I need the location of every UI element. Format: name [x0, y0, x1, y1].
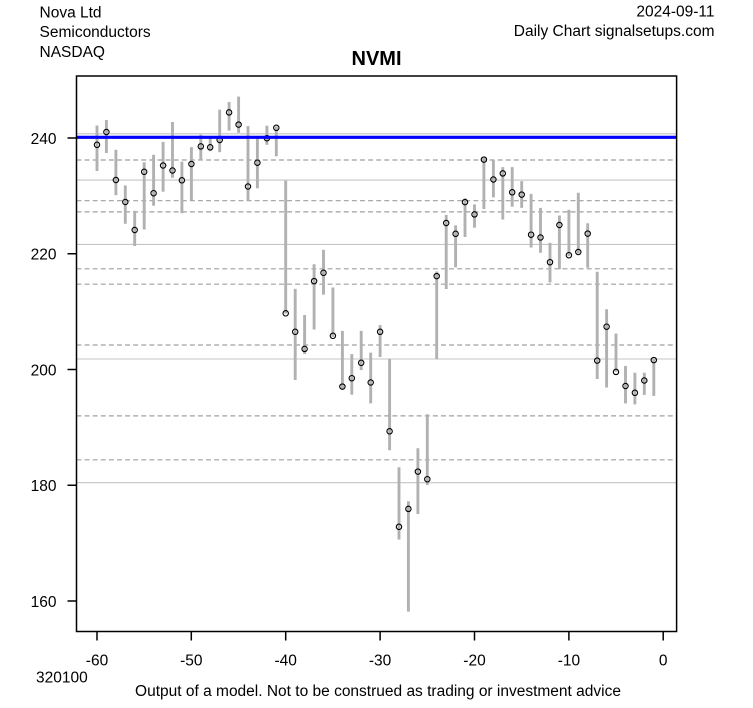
svg-text:0: 0 — [659, 653, 668, 670]
svg-text:Semiconductors: Semiconductors — [40, 24, 151, 41]
svg-text:-10: -10 — [558, 653, 581, 670]
svg-text:240: 240 — [31, 131, 57, 148]
svg-text:-50: -50 — [180, 653, 203, 670]
svg-text:180: 180 — [31, 478, 57, 495]
svg-text:220: 220 — [31, 247, 57, 264]
svg-text:Output of a model. Not to be c: Output of a model. Not to be construed a… — [135, 683, 621, 700]
svg-text:NASDAQ: NASDAQ — [40, 44, 105, 61]
svg-text:200: 200 — [31, 362, 57, 379]
svg-text:Nova Ltd: Nova Ltd — [40, 5, 102, 22]
svg-text:NVMI: NVMI — [352, 48, 402, 70]
svg-text:-60: -60 — [86, 653, 109, 670]
svg-text:Daily Chart signalsetups.com: Daily Chart signalsetups.com — [514, 23, 715, 40]
svg-text:320100: 320100 — [36, 670, 88, 687]
svg-text:-30: -30 — [369, 653, 392, 670]
svg-text:2024-09-11: 2024-09-11 — [636, 4, 714, 21]
svg-text:-40: -40 — [274, 653, 297, 670]
svg-text:-20: -20 — [463, 653, 486, 670]
svg-text:160: 160 — [31, 594, 57, 611]
